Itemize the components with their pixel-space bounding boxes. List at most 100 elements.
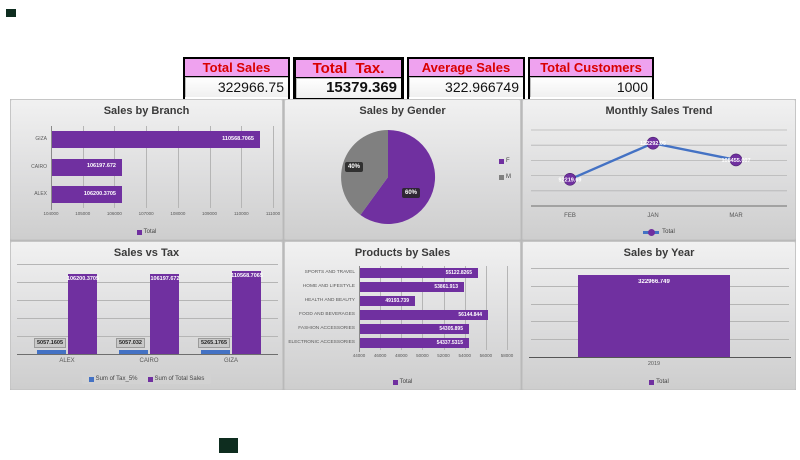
bar-value-label: 56144.844 [458, 311, 482, 318]
x-axis-tick: 48000 [395, 353, 408, 358]
category-label: CAIRO [31, 163, 47, 170]
panel-sales-by-branch[interactable]: Sales by Branch 104000 105000 106000 107000… [10, 99, 283, 240]
sales-vs-tax-plot[interactable]: 106200.3705 5057.1605 ALEX 106197.672 5057.0… [11, 242, 282, 389]
category-label: 2019 [647, 361, 661, 367]
chart-title-monthly-sales-trend: Monthly Sales Trend [605, 105, 713, 117]
category-label: GIZA [35, 136, 47, 143]
bar-value-label: 106197.672 [86, 163, 116, 170]
panel-monthly-sales-trend[interactable]: Monthly Sales Trend 92219.69 122292.05 108… [522, 99, 796, 240]
sales-bar-giza [232, 271, 261, 354]
legend-sales-by-branch: Total [11, 229, 282, 235]
tax-bar-giza [201, 350, 230, 354]
tax-value-label: 5057.1605 [35, 339, 65, 348]
legend-products-by-sales: Total [285, 379, 520, 385]
gridline [17, 336, 278, 337]
year-bar-2019 [578, 274, 730, 357]
x-axis-tick: 106000 [106, 211, 122, 216]
kpi-card-total-tax[interactable]: Total Tax. 15379.369 [293, 57, 404, 101]
category-label: ELECTRONIC ACCESSORIES [288, 339, 355, 345]
sales-bar-alex [68, 274, 97, 354]
legend-item-male: M [499, 174, 511, 180]
monthly-sales-trend-plot[interactable]: 92219.69 122292.05 108455.007 FEB JAN MAR [523, 100, 795, 239]
panel-sales-vs-tax[interactable]: Sales vs Tax 106200.3705 5057.1605 ALEX 106… [10, 241, 283, 390]
gridline [401, 266, 403, 350]
panel-products-by-sales[interactable]: Products by Sales 44000 46000 48000 50000 52… [284, 241, 521, 390]
kpi-label-total-customers: Total Customers [530, 59, 652, 77]
kpi-card-average-sales[interactable]: Average Sales 322.966749 [407, 57, 525, 101]
bar-sports-and-travel [360, 268, 478, 278]
screen-artifact-top-left [6, 9, 16, 17]
kpi-value-average-sales: 322.966749 [409, 77, 523, 97]
legend-band: Sum of Tax_5% Sum of Total Sales [81, 374, 212, 384]
legend-swatch-icon [499, 158, 504, 164]
x-axis-line [529, 357, 791, 358]
x-axis-tick: 104000 [43, 211, 59, 216]
x-axis-tick: 52000 [437, 353, 450, 358]
x-axis-tick: 110000 [233, 211, 249, 216]
gridline [443, 266, 445, 350]
legend-label-total: Total [656, 379, 669, 385]
legend-label-male: M [506, 174, 511, 180]
category-label: FASHION ACCESSORIES [298, 325, 355, 331]
line-chart: 92219.69 122292.05 108455.007 FEB JAN MAR [531, 129, 787, 219]
sales-by-branch-plot[interactable]: 104000 105000 106000 107000 108000 109000 1100… [11, 100, 282, 239]
panel-sales-by-gender[interactable]: Sales by Gender 60% 40% F M [284, 99, 521, 240]
gridline [17, 282, 278, 283]
sales-value-label: 110568.7065 [231, 273, 263, 280]
sales-by-gender-plot[interactable]: 60% 40% [285, 100, 520, 239]
gridline [422, 266, 424, 350]
sales-value-label: 106197.672 [150, 276, 180, 283]
kpi-value-total-customers: 1000 [530, 77, 652, 97]
bar-electronic-accessories [360, 338, 469, 348]
data-point-marker [563, 173, 577, 186]
y-axis-line [359, 266, 360, 352]
kpi-card-total-sales[interactable]: Total Sales 322966.75 [183, 57, 290, 101]
x-axis-tick: 56000 [479, 353, 493, 358]
pie-slice-m [341, 130, 388, 215]
x-axis-tick: 105000 [75, 211, 91, 216]
legend-item-total: Total [136, 229, 156, 235]
screen-artifact-bottom [219, 438, 238, 453]
legend-sales-by-year: Total [523, 379, 795, 385]
x-axis-tick: 58000 [500, 353, 514, 358]
legend-item-total: Total [649, 379, 669, 385]
sales-value-label: 106200.3705 [66, 276, 100, 283]
gridline [273, 126, 274, 208]
tax-value-label: 5265.1765 [199, 339, 229, 348]
bar-value-label: 54337.5315 [436, 339, 463, 346]
x-axis-tick: 44000 [352, 353, 366, 358]
gridline [241, 126, 243, 208]
legend-item-total-sales: Sum of Total Sales [147, 376, 204, 382]
category-label: SPORTS AND TRAVEL [304, 269, 355, 275]
data-point-marker [646, 136, 660, 150]
chart-title-products-by-sales: Products by Sales [354, 247, 451, 259]
legend-item-tax: Sum of Tax_5% [88, 376, 138, 382]
gridline [380, 266, 382, 350]
panel-sales-by-year[interactable]: Sales by Year 322966.749 2019 Total [522, 241, 796, 390]
gridline [464, 266, 466, 350]
bar-home-and-lifestyle [360, 282, 464, 292]
x-axis-tick: 46000 [373, 353, 387, 358]
kpi-card-total-customers[interactable]: Total Customers 1000 [528, 57, 654, 101]
bar-alex [52, 185, 122, 203]
legend-label-female: F [506, 158, 510, 164]
category-label: HOME AND LIFESTYLE [302, 283, 355, 289]
gridline [17, 300, 278, 301]
pie-chart [341, 129, 436, 224]
x-axis-category: FEB [564, 213, 576, 219]
bar-fashion-accessories [360, 324, 469, 334]
sales-by-year-plot[interactable]: 322966.749 2019 [523, 242, 795, 389]
legend-item-female: F [499, 158, 511, 164]
kpi-value-total-sales: 322966.75 [185, 77, 288, 97]
x-axis-tick: 111000 [265, 211, 281, 216]
bar-value-label: 54305.895 [439, 325, 463, 332]
chart-title-sales-vs-tax: Sales vs Tax [113, 247, 180, 259]
tax-bar-cairo [119, 350, 148, 354]
x-axis-tick: 107000 [138, 211, 154, 216]
bar-giza [52, 131, 260, 149]
category-label: FOOD AND BEVERAGES [299, 311, 355, 317]
bar-value-label: 110568.7065 [222, 135, 254, 142]
products-by-sales-plot[interactable]: 44000 46000 48000 50000 52000 54000 56000 58000… [285, 242, 520, 389]
x-axis-category: MAR [729, 213, 743, 219]
